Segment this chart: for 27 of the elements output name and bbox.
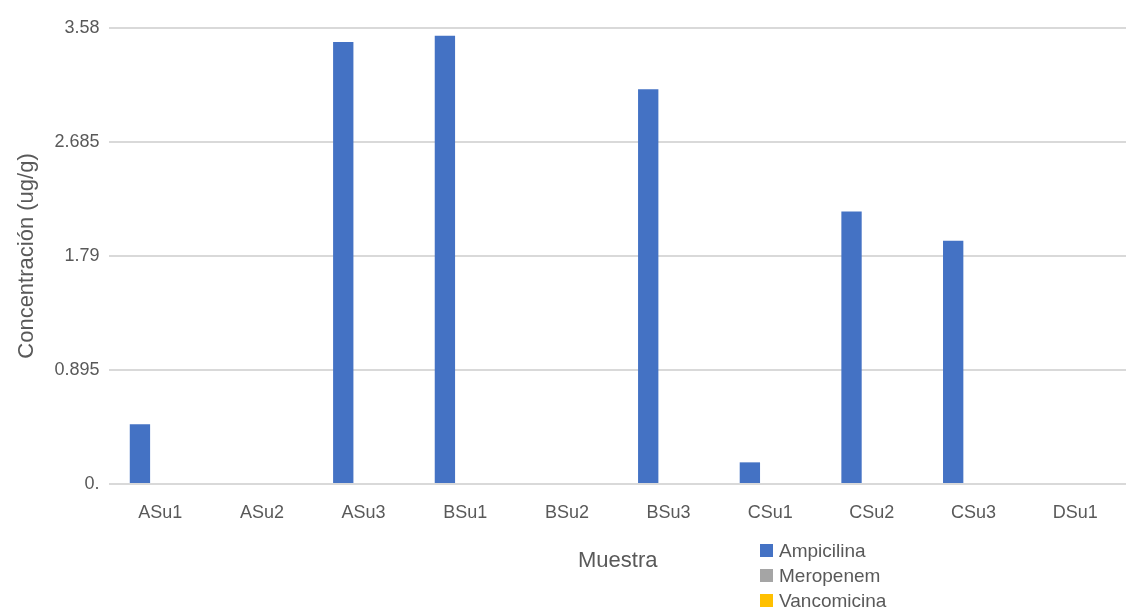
- x-tick-label: ASu3: [341, 501, 386, 522]
- x-tick-label: DSu1: [1052, 501, 1098, 522]
- y-tick-label: 3.58: [64, 16, 100, 37]
- bar: [333, 42, 354, 483]
- x-tick-label: CSu1: [747, 501, 793, 522]
- x-tick-label: ASu2: [239, 501, 284, 522]
- y-axis-title: Concentración (ug/g): [13, 153, 39, 359]
- x-tick-label: CSu3: [951, 501, 997, 522]
- x-tick-label: BSu1: [443, 501, 488, 522]
- y-tick-label: 0.: [84, 472, 100, 493]
- bar: [129, 424, 151, 483]
- y-tick-label: 0.895: [54, 358, 100, 379]
- legend-label: Vancomicina: [779, 589, 887, 613]
- y-tick-label: 1.79: [64, 244, 100, 265]
- legend-label: Meropenem: [779, 564, 881, 588]
- legend-label: Ampicilina: [779, 539, 866, 563]
- bar: [434, 35, 456, 483]
- x-tick-label: ASu1: [138, 501, 183, 522]
- bar: [739, 462, 761, 483]
- x-axis-title: Muestra: [577, 546, 659, 572]
- bar: [943, 240, 964, 483]
- x-tick-label: BSu3: [646, 501, 691, 522]
- x-tick-label: CSu2: [849, 501, 895, 522]
- bar: [841, 211, 862, 483]
- bar: [638, 89, 659, 483]
- y-tick-label: 2.685: [54, 130, 100, 151]
- x-tick-label: BSu2: [544, 501, 589, 522]
